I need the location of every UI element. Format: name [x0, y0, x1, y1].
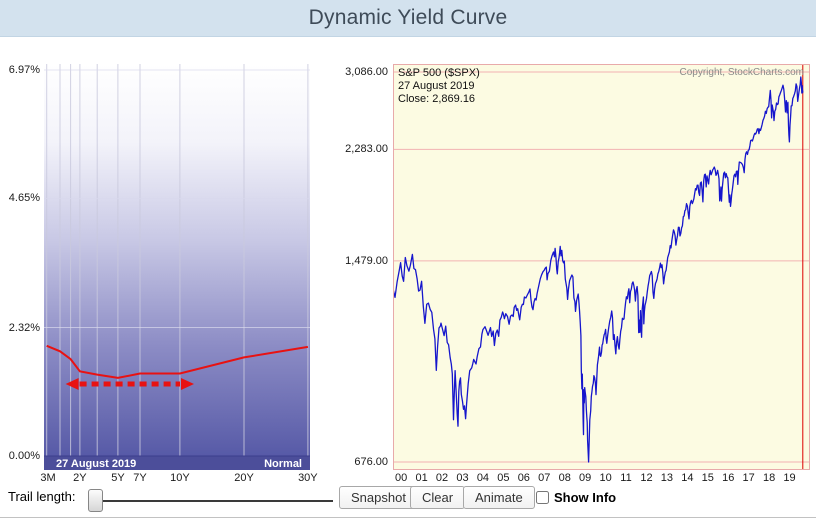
inversion-arrow-head-right	[181, 378, 194, 390]
trail-length-label: Trail length:	[8, 489, 76, 504]
yield-x-tick-label: 3M	[40, 472, 56, 484]
spx-x-tick-label: 16	[722, 472, 735, 484]
spx-x-tick-label: 15	[701, 472, 714, 484]
snapshot-button[interactable]: Snapshot	[339, 486, 418, 509]
spx-x-tick-label: 03	[456, 472, 469, 484]
yield-x-tick-label: 30Y	[298, 472, 318, 484]
spx-x-tick-label: 00	[395, 472, 408, 484]
yield-y-tick-label: 0.00%	[8, 450, 40, 462]
spx-x-tick-label: 06	[517, 472, 530, 484]
inversion-arrow-head-left	[65, 378, 79, 390]
show-info-checkbox[interactable]	[536, 491, 549, 504]
yield-x-tick-label: 20Y	[234, 472, 254, 484]
yield-state-label: Normal	[264, 458, 302, 470]
spx-plot-border	[393, 64, 810, 470]
yield-y-tick-label: 4.65%	[8, 192, 40, 205]
spx-x-tick-label: 10	[599, 472, 612, 484]
spx-x-tick-label: 17	[742, 472, 755, 484]
spx-y-tick-label: 2,283.00	[345, 143, 388, 156]
spx-x-tick-label: 11	[620, 472, 632, 484]
yield-x-tick-label: 10Y	[170, 472, 190, 484]
page-title: Dynamic Yield Curve	[308, 6, 508, 29]
yield-x-tick-label: 7Y	[133, 472, 147, 484]
animate-button[interactable]: Animate	[463, 486, 535, 509]
spx-x-tick-label: 02	[435, 472, 449, 484]
clear-button[interactable]: Clear	[410, 486, 466, 509]
yield-gradient-bg	[44, 64, 310, 456]
spx-x-tick-label: 04	[476, 472, 490, 484]
trail-length-slider[interactable]	[88, 488, 333, 514]
yield-curve-plot[interactable]: 27 August 2019 Normal	[44, 64, 310, 470]
yield-x-tick-label: 2Y	[73, 472, 87, 484]
yield-curve-line	[46, 344, 309, 379]
spx-x-tick-label: 07	[538, 472, 551, 484]
spx-close-label: Close: 2,869.16	[398, 93, 476, 105]
spx-plot-bg	[393, 64, 810, 470]
spx-x-tick-label: 18	[762, 472, 776, 484]
spx-x-tick-label: 14	[681, 472, 694, 484]
yield-footer-band	[44, 456, 310, 470]
trail-length-slider-track[interactable]	[88, 500, 333, 502]
spx-y-tick-label: 1,479.00	[345, 254, 388, 267]
spx-y-tick-label: 3,086.00	[345, 66, 388, 78]
header: Dynamic Yield Curve	[0, 0, 816, 37]
spx-x-tick-label: 13	[660, 472, 674, 484]
yield-y-tick-label: 6.97%	[8, 64, 40, 76]
spx-x-tick-label: 05	[497, 472, 510, 484]
spx-x-tick-label: 09	[579, 472, 592, 484]
spx-price-line	[393, 76, 804, 463]
show-info-label[interactable]: Show Info	[554, 490, 617, 505]
spx-title: S&P 500 ($SPX)	[398, 67, 480, 79]
spx-y-tick-label: 676.00	[354, 456, 388, 468]
yield-date-label: 27 August 2019	[56, 458, 136, 470]
trail-length-slider-thumb[interactable]	[88, 489, 103, 512]
spx-x-tick-label: 19	[783, 472, 796, 484]
spx-x-tick-label: 12	[640, 472, 653, 484]
spx-x-tick-label: 01	[415, 472, 428, 484]
yield-x-tick-label: 5Y	[111, 472, 125, 484]
spx-plot[interactable]	[393, 64, 810, 470]
copyright-label: Copyright, StockCharts.com	[679, 67, 805, 78]
spx-x-tick-label: 08	[558, 472, 571, 484]
spx-date-label: 27 August 2019	[398, 80, 475, 92]
yield-y-tick-label: 2.32%	[8, 321, 40, 334]
